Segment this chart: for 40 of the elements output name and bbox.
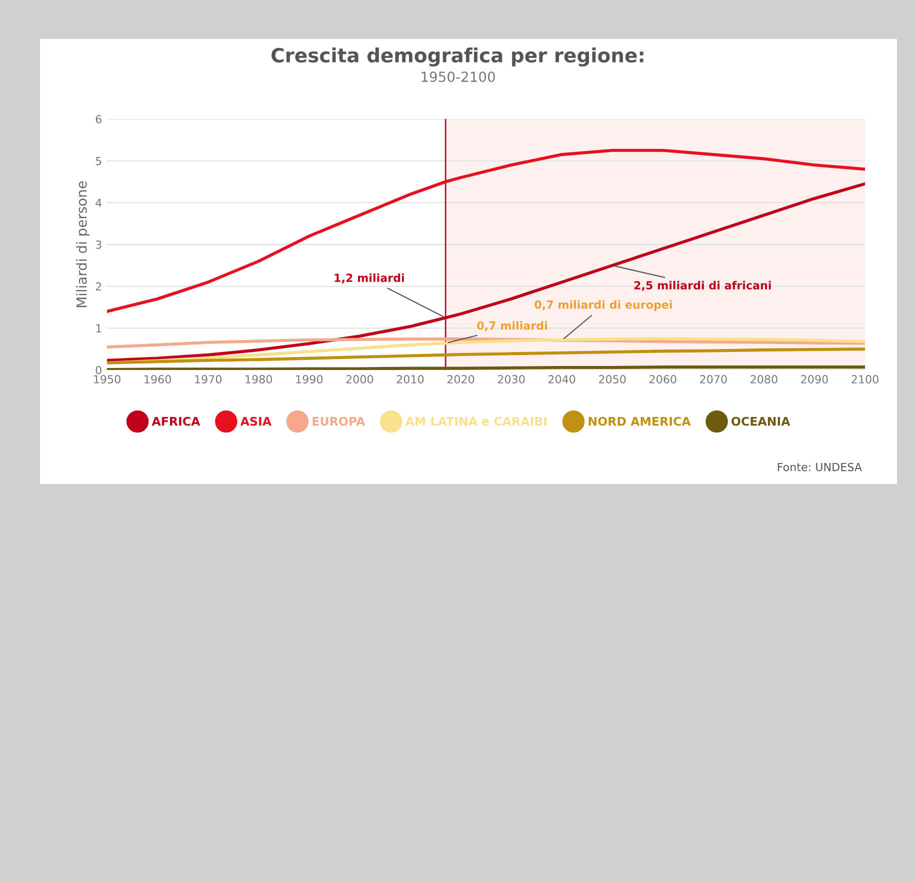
line-series xyxy=(107,337,865,364)
x-tick-label: 2000 xyxy=(346,375,374,384)
y-tick-label: 1 xyxy=(96,324,102,332)
y-tick-label: 2 xyxy=(96,282,102,291)
legend-label: ASIA xyxy=(240,416,272,426)
y-tick-label: 6 xyxy=(96,114,102,124)
x-tick-label: 2060 xyxy=(650,375,676,384)
annotation: 0,7 miliardi di europei xyxy=(534,300,672,311)
y-tick-label: 0 xyxy=(96,366,102,374)
line-series xyxy=(107,148,865,313)
annotation: 0,7 miliardi xyxy=(477,321,547,332)
source-note: Fonte: UNDESA xyxy=(778,462,862,472)
y-tick-label: 3 xyxy=(96,240,102,249)
x-tick-label: 2020 xyxy=(447,375,474,384)
x-tick-label: 1980 xyxy=(246,375,272,384)
x-tick-label: 1970 xyxy=(195,375,222,384)
x-tick-label: 2030 xyxy=(498,375,525,384)
x-tick-label: 2050 xyxy=(599,375,626,384)
annotation: 1,2 miliardi xyxy=(334,273,404,284)
x-tick-label: 2090 xyxy=(801,375,828,384)
x-tick-label: 2080 xyxy=(750,375,778,384)
annotation: 2,5 miliardi di africani xyxy=(634,280,771,291)
x-tick-label: 2070 xyxy=(700,375,727,384)
y-tick-label: 4 xyxy=(96,198,102,207)
x-tick-label: 1950 xyxy=(94,375,120,384)
legend-label: EUROPA xyxy=(312,416,366,426)
chart-subtitle: 1950-2100 xyxy=(422,72,495,82)
y-axis-title: Miliardi di persone xyxy=(76,181,90,308)
y-tick-label: 5 xyxy=(96,156,102,166)
legend-label: AM LATINA e CARAIBI xyxy=(405,416,546,426)
legend-label: AFRICA xyxy=(152,416,200,426)
legend-label: OCEANIA xyxy=(732,416,790,426)
x-tick-label: 1960 xyxy=(144,375,171,384)
x-tick-label: 1990 xyxy=(296,375,323,384)
chart-title: Crescita demografica per regione: xyxy=(272,48,644,66)
legend-label: NORD AMERICA xyxy=(588,416,691,426)
x-tick-label: 2010 xyxy=(396,375,424,384)
line-series xyxy=(107,348,865,364)
x-tick-label: 2100 xyxy=(852,375,878,384)
x-tick-label: 2040 xyxy=(548,375,576,384)
